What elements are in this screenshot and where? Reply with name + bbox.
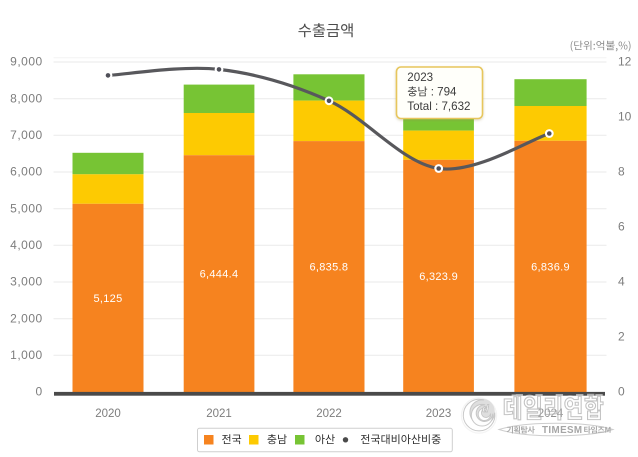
svg-text:d: d <box>482 403 489 415</box>
svg-text:0: 0 <box>36 385 43 399</box>
svg-text:Total : 7,632: Total : 7,632 <box>407 100 470 113</box>
svg-text:1,000: 1,000 <box>10 348 43 362</box>
svg-text:6,835.8: 6,835.8 <box>309 261 348 273</box>
svg-text:6,444.4: 6,444.4 <box>200 269 239 281</box>
svg-text:TIMESM: TIMESM <box>542 425 583 436</box>
svg-text:0: 0 <box>618 385 625 399</box>
svg-text:6,000: 6,000 <box>10 165 43 179</box>
svg-text:3,000: 3,000 <box>10 275 43 289</box>
svg-text:5,125: 5,125 <box>93 293 122 305</box>
svg-text:5,000: 5,000 <box>10 201 43 215</box>
svg-text:2021: 2021 <box>206 408 232 420</box>
svg-text:2,000: 2,000 <box>10 311 43 325</box>
svg-text:6,836.9: 6,836.9 <box>531 261 570 273</box>
svg-text:4: 4 <box>618 275 625 289</box>
svg-text:6: 6 <box>618 220 625 234</box>
svg-text:12: 12 <box>618 55 632 69</box>
svg-text:8,000: 8,000 <box>10 91 43 105</box>
svg-text:6,323.9: 6,323.9 <box>419 271 458 283</box>
svg-text:7,000: 7,000 <box>10 128 43 142</box>
svg-text:10: 10 <box>618 110 632 124</box>
svg-text:9,000: 9,000 <box>10 55 43 69</box>
svg-text:: 794: : 794 <box>428 86 458 99</box>
svg-text:4,000: 4,000 <box>10 238 43 252</box>
svg-text:2023: 2023 <box>426 408 452 420</box>
svg-text:8: 8 <box>618 165 625 179</box>
svg-text:2020: 2020 <box>95 408 121 420</box>
svg-text:2023: 2023 <box>407 71 433 84</box>
svg-text:2: 2 <box>618 330 625 344</box>
svg-text:2024: 2024 <box>538 408 564 420</box>
svg-text:2022: 2022 <box>316 408 342 420</box>
